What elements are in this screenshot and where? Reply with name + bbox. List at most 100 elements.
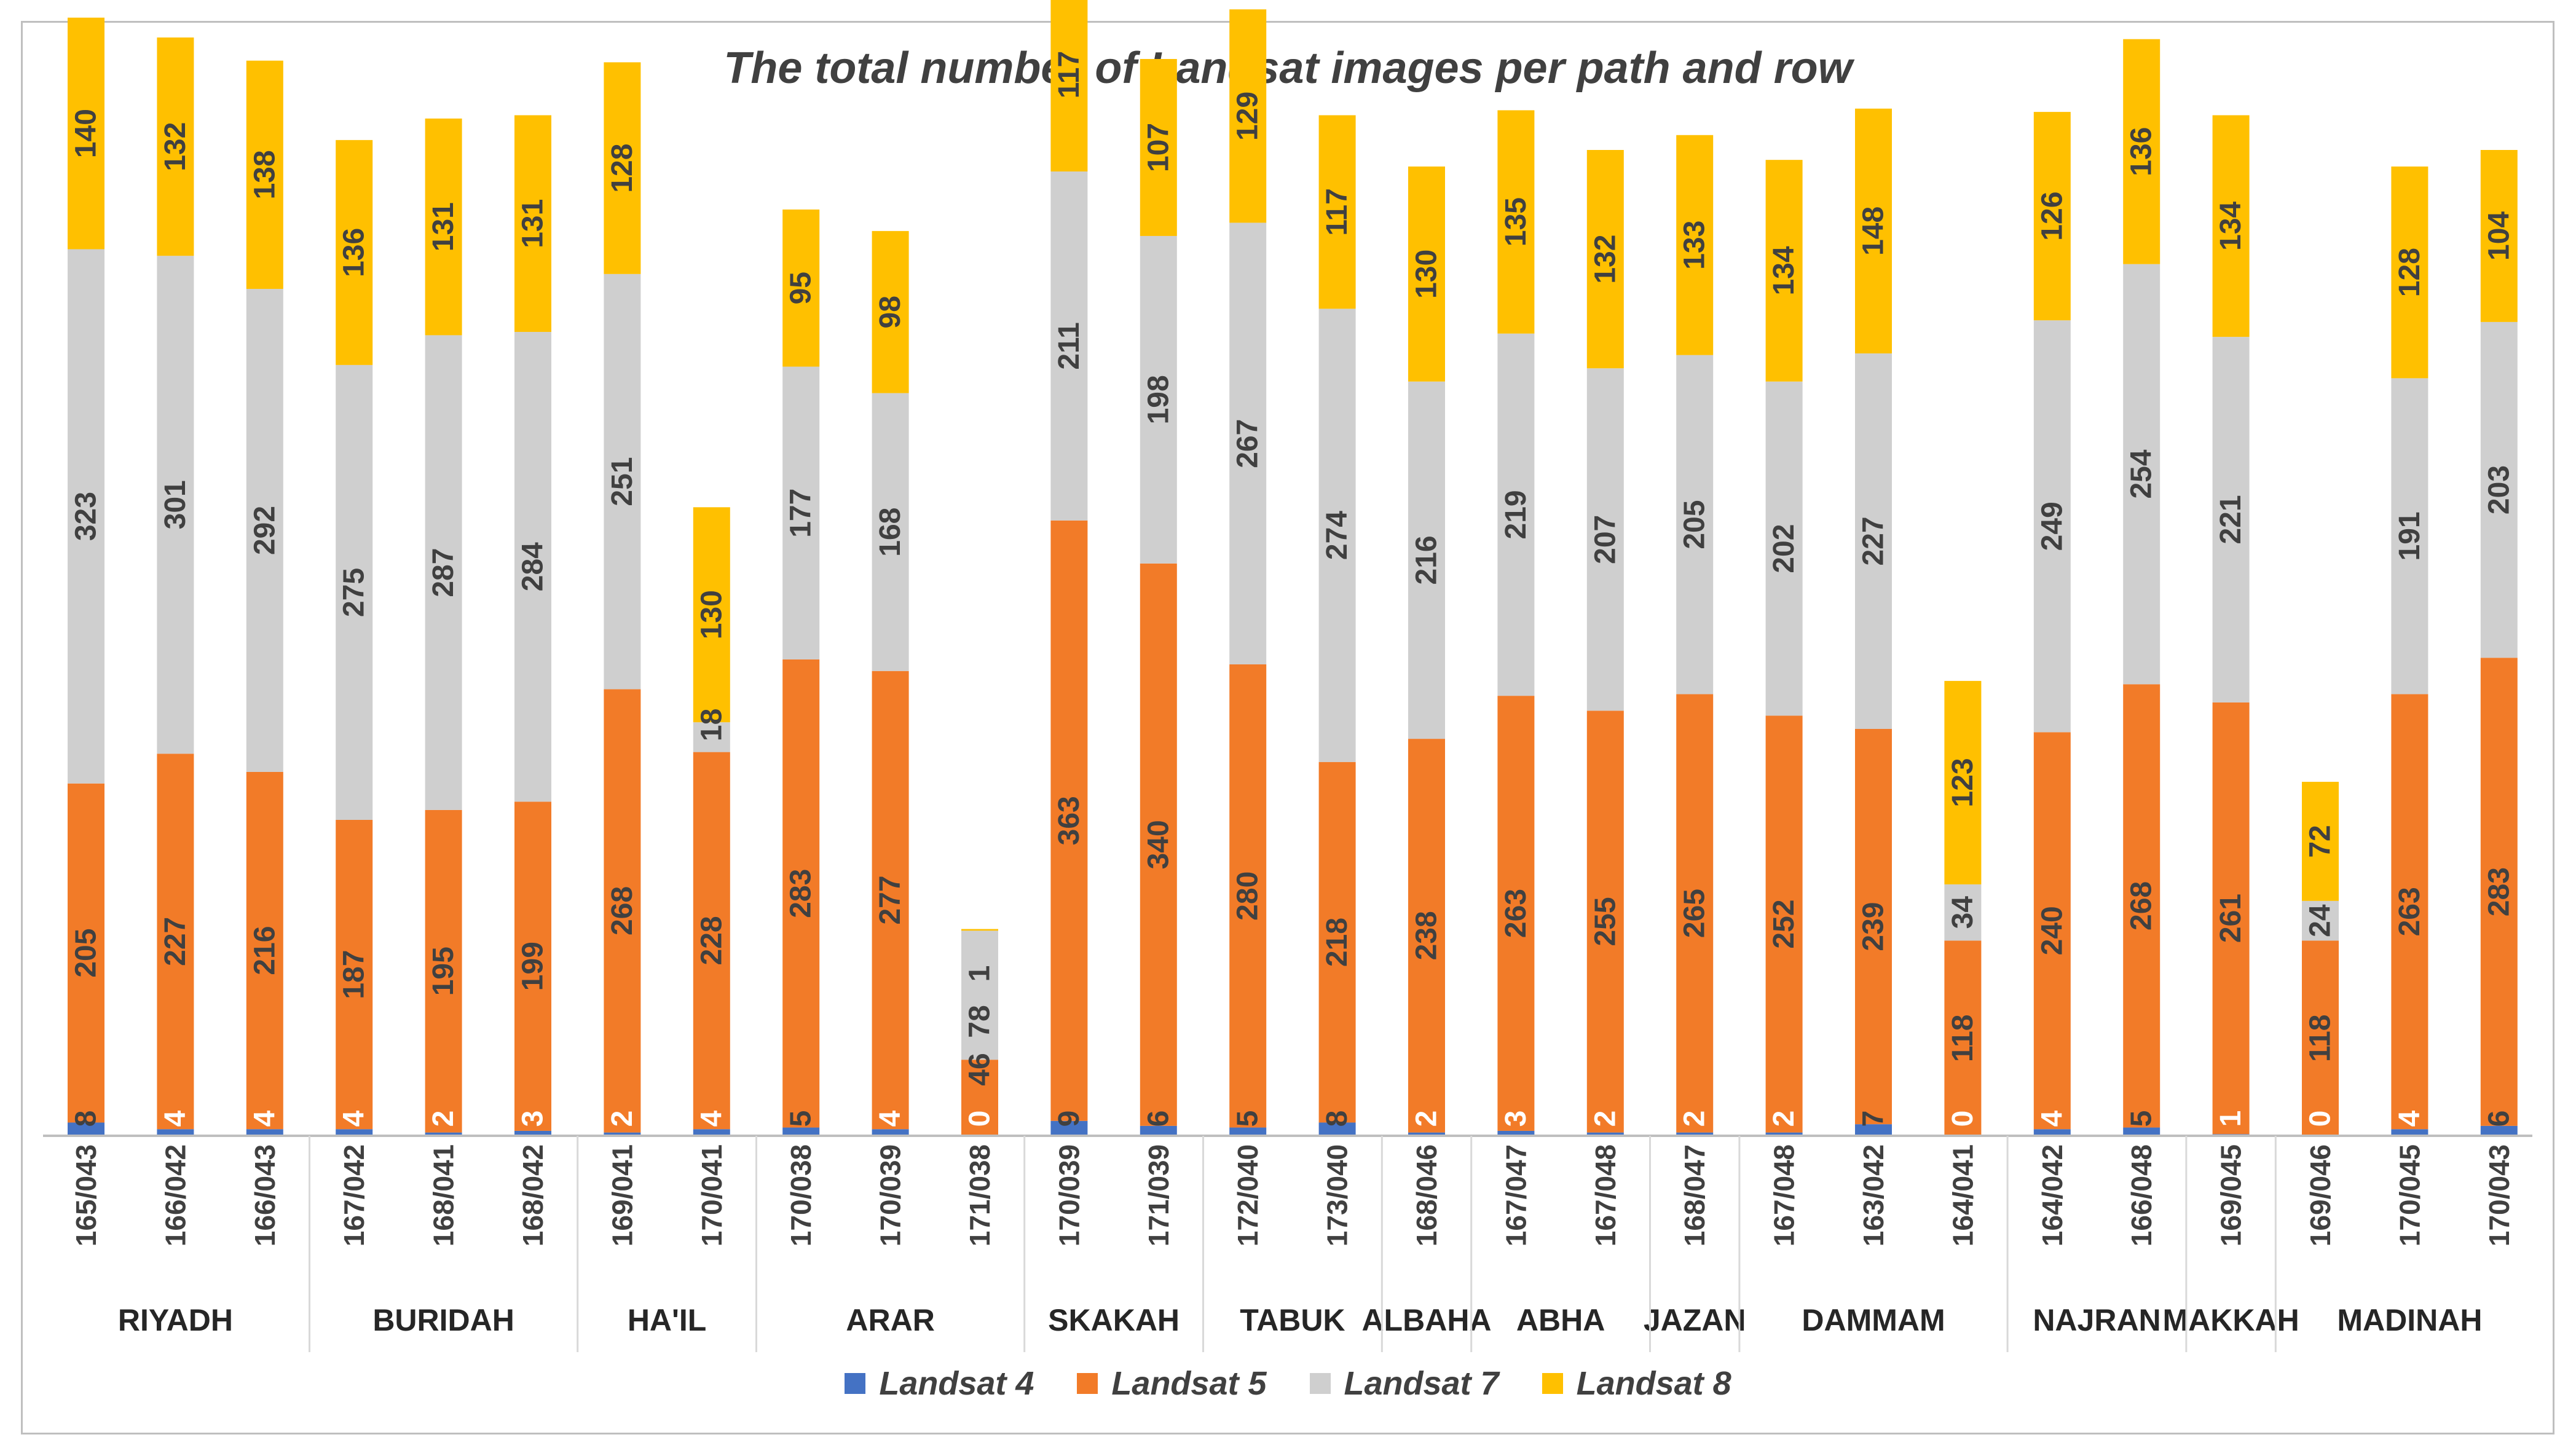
- data-label: 3: [1500, 1111, 1532, 1127]
- data-label: 240: [2036, 906, 2068, 955]
- bar-segment: [1408, 1132, 1445, 1136]
- bar-segment: [336, 819, 373, 1130]
- data-label: 6: [2483, 1111, 2515, 1127]
- data-label: 205: [70, 929, 103, 978]
- bar-segment: [1318, 309, 1356, 762]
- bar-segment: [1050, 520, 1088, 1121]
- data-label: 34: [1947, 896, 1979, 929]
- legend-item-landsat-5: Landsat 5: [1077, 1364, 1267, 1403]
- data-label: 191: [2393, 511, 2426, 561]
- data-label: 301: [159, 480, 192, 529]
- bar-segment: [2033, 1129, 2071, 1136]
- data-label: 287: [427, 548, 460, 597]
- bar-segment: [1944, 940, 1982, 1136]
- data-label: 4: [2036, 1110, 2068, 1127]
- group-label: NAJRAN: [2033, 1303, 2160, 1337]
- bar-segment: [425, 1132, 462, 1136]
- data-label: 5: [785, 1111, 817, 1127]
- data-label: 117: [1053, 51, 1085, 98]
- bar-segment: [1944, 884, 1982, 941]
- bar-segment: [1408, 381, 1445, 739]
- bar-segment: [1855, 1124, 1892, 1136]
- data-label: 46: [964, 1053, 996, 1085]
- bar-segment: [1765, 160, 1803, 382]
- data-label: 254: [2125, 449, 2158, 498]
- data-label: 211: [1053, 322, 1085, 369]
- legend: Landsat 4 Landsat 5 Landsat 7 Landsat 8: [0, 1364, 2576, 1403]
- data-label: 148: [1857, 207, 1890, 256]
- data-label: 5: [2125, 1111, 2158, 1127]
- data-label: 252: [1768, 899, 1800, 948]
- data-label: 177: [785, 489, 817, 538]
- bar-segment: [1855, 728, 1892, 1125]
- category-tick-label: 170/045: [2393, 1144, 2425, 1246]
- bar-segment: [1765, 1132, 1803, 1136]
- category-tick-label: 170/038: [785, 1144, 817, 1246]
- data-label: 277: [874, 875, 907, 924]
- data-label: 2: [1411, 1111, 1443, 1127]
- group-label: ABHA: [1516, 1303, 1605, 1337]
- data-label: 128: [606, 144, 639, 193]
- bar-segment: [1676, 694, 1714, 1133]
- data-label: 239: [1857, 902, 1890, 951]
- data-label: 268: [606, 886, 639, 935]
- data-label: 133: [1679, 221, 1711, 270]
- group-label: TABUK: [1240, 1303, 1345, 1337]
- bar-segment: [604, 1132, 641, 1136]
- bar-segment: [1765, 381, 1803, 716]
- data-label: 140: [70, 109, 103, 158]
- data-label: 275: [338, 568, 371, 617]
- category-tick-label: 165/043: [70, 1144, 102, 1246]
- data-label: 280: [1232, 872, 1264, 921]
- data-label: 205: [1679, 500, 1711, 549]
- data-label: 251: [606, 457, 639, 506]
- data-label: 118: [1947, 1014, 1979, 1061]
- bar-segment: [2391, 166, 2428, 379]
- bar-segment: [2480, 658, 2518, 1126]
- bar-segment: [961, 1060, 998, 1136]
- legend-swatch-landsat-7: [1309, 1373, 1331, 1394]
- data-label: 4: [338, 1110, 371, 1127]
- data-label: 5: [1232, 1111, 1264, 1127]
- bar-segment: [2033, 320, 2071, 733]
- data-label: 8: [1321, 1111, 1353, 1127]
- category-tick-label: 169/041: [606, 1144, 638, 1246]
- bar-segment: [157, 754, 194, 1130]
- data-label: 0: [2304, 1111, 2337, 1127]
- data-label: 219: [1500, 490, 1532, 539]
- data-label: 2: [1768, 1111, 1800, 1127]
- data-label: 131: [517, 199, 549, 248]
- legend-item-landsat-7: Landsat 7: [1309, 1364, 1499, 1403]
- bar-segment: [514, 115, 551, 333]
- bar-segment: [1318, 115, 1356, 309]
- data-label: 195: [427, 946, 460, 996]
- data-label: 323: [70, 492, 103, 541]
- bar-segment: [1497, 1130, 1535, 1136]
- data-label: 207: [1589, 515, 1621, 564]
- bar-segment: [2480, 150, 2518, 322]
- bar-segment: [2480, 1125, 2518, 1136]
- category-tick-label: 171/038: [964, 1144, 996, 1246]
- category-tick-label: 163/042: [1857, 1144, 1889, 1246]
- bar-segment: [1140, 563, 1177, 1126]
- data-label: 2: [606, 1111, 639, 1127]
- group-label: MAKKAH: [2162, 1303, 2299, 1337]
- bar-segment: [1586, 1132, 1624, 1136]
- bar-segment: [68, 1122, 104, 1136]
- bar-segment: [157, 256, 194, 754]
- bar-segment: [2033, 732, 2071, 1130]
- bar-segment: [1050, 1120, 1088, 1136]
- bar-segment: [68, 17, 104, 250]
- data-label: 265: [1679, 889, 1711, 938]
- data-label: 2: [1679, 1111, 1711, 1127]
- data-label: 95: [785, 272, 817, 304]
- bar-segment: [1944, 680, 1982, 884]
- data-label: 78: [964, 1005, 996, 1037]
- data-label: 0: [964, 1111, 996, 1127]
- data-label: 216: [248, 926, 281, 975]
- data-label: 1: [2215, 1111, 2247, 1127]
- bar-segment: [336, 364, 373, 820]
- bar-segment: [514, 1130, 551, 1136]
- bar-segment: [1229, 9, 1267, 223]
- bar-segment: [782, 659, 820, 1128]
